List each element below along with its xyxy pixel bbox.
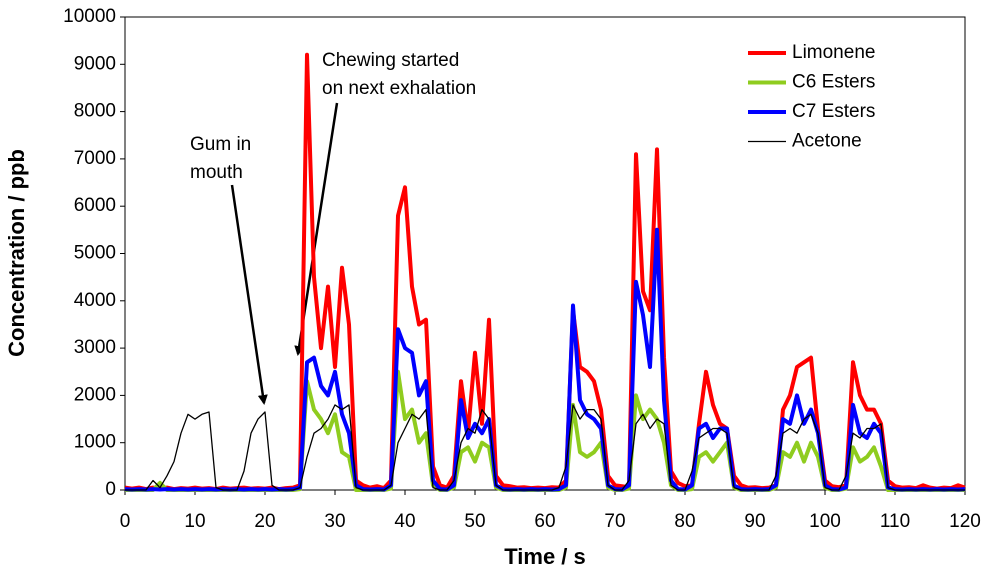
y-tick-label: 3000 <box>74 337 116 358</box>
y-tick-label: 2000 <box>74 384 116 405</box>
x-tick-label: 90 <box>744 511 765 532</box>
legend-label: C7 Esters <box>792 101 875 122</box>
x-tick-label: 30 <box>324 511 345 532</box>
annotation: on next exhalation <box>322 78 476 99</box>
y-tick-label: 7000 <box>74 148 116 169</box>
y-tick-label: 0 <box>105 479 116 500</box>
y-tick-label: 6000 <box>74 195 116 216</box>
y-tick-label: 1000 <box>74 432 116 453</box>
annotation-arrow <box>230 184 268 405</box>
series-line <box>125 369 965 492</box>
x-tick-label: 20 <box>254 511 275 532</box>
x-tick-label: 70 <box>604 511 625 532</box>
x-tick-label: 110 <box>880 511 910 532</box>
x-tick-label: 50 <box>464 511 485 532</box>
x-tick-label: 120 <box>949 511 981 532</box>
x-tick-label: 100 <box>809 511 841 532</box>
x-tick-label: 10 <box>184 511 205 532</box>
x-tick-label: 80 <box>674 511 695 532</box>
annotation: Gum in <box>190 134 251 155</box>
legend-label: Acetone <box>792 131 862 152</box>
legend-label: Limonene <box>792 42 875 63</box>
x-axis-label: Time / s <box>504 544 586 569</box>
series-line <box>124 227 966 492</box>
legend-label: C6 Esters <box>792 72 875 93</box>
series-line <box>125 404 965 491</box>
y-tick-label: 8000 <box>74 101 116 122</box>
annotation: Chewing started <box>322 50 459 71</box>
y-axis-label: Concentration / ppb <box>4 149 29 357</box>
y-tick-label: 9000 <box>74 53 116 74</box>
y-tick-label: 4000 <box>74 290 116 311</box>
annotation: mouth <box>190 162 243 183</box>
x-tick-label: 60 <box>534 511 555 532</box>
y-tick-label: 5000 <box>74 243 116 264</box>
x-tick-label: 0 <box>120 511 131 532</box>
x-tick-label: 40 <box>394 511 415 532</box>
y-tick-label: 10000 <box>63 6 116 27</box>
